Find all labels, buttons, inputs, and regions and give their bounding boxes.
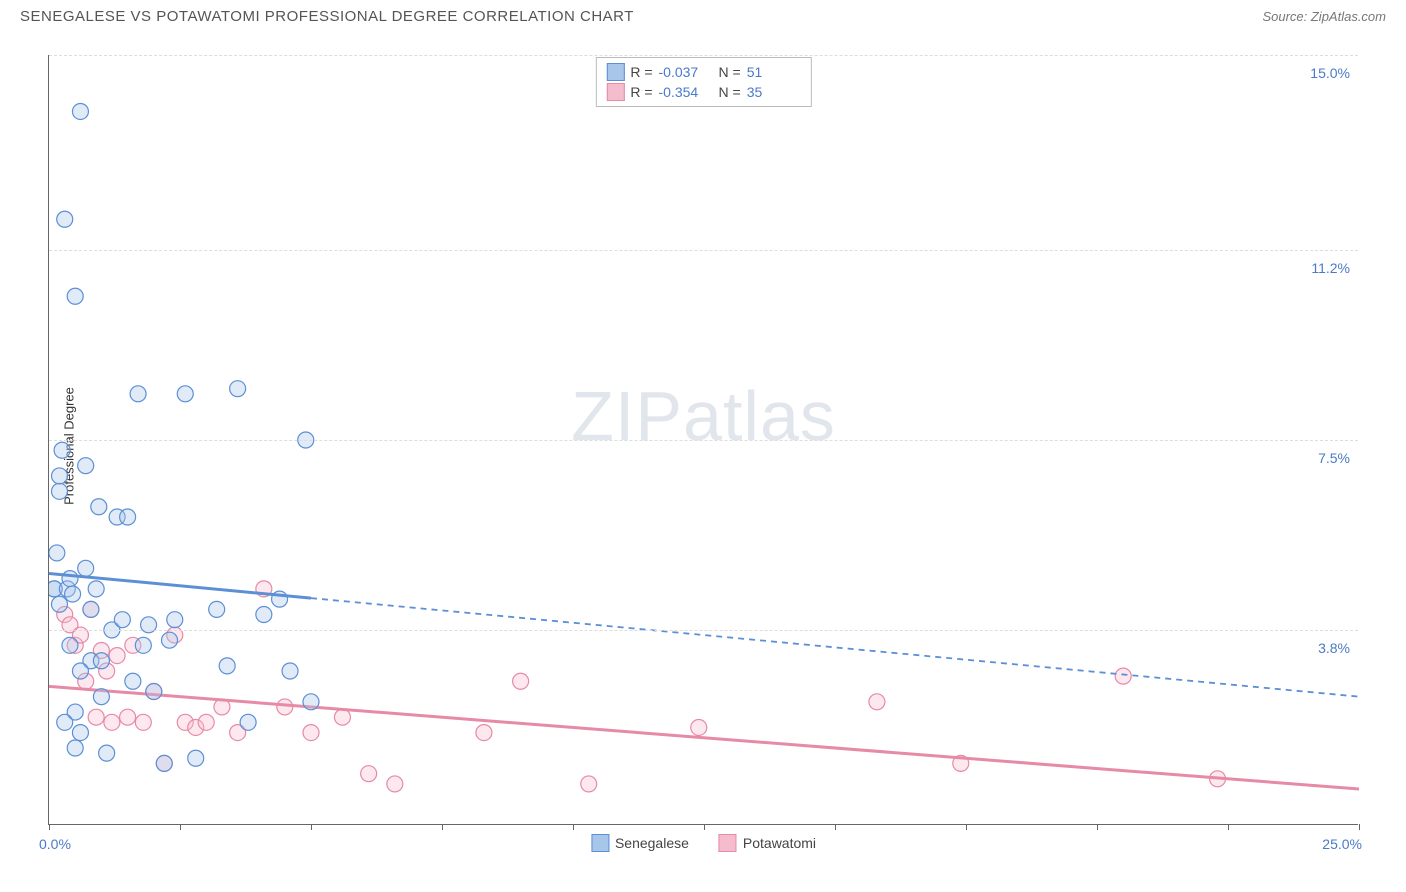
scatter-point: [209, 601, 225, 617]
scatter-point: [72, 103, 88, 119]
x-tick: [1228, 824, 1229, 830]
scatter-point: [156, 755, 172, 771]
legend-item-senegalese: Senegalese: [591, 834, 689, 852]
scatter-point: [277, 699, 293, 715]
x-tick: [49, 824, 50, 830]
swatch-senegalese: [591, 834, 609, 852]
scatter-point: [120, 509, 136, 525]
scatter-point: [51, 596, 67, 612]
legend-item-potawatomi: Potawatomi: [719, 834, 816, 852]
scatter-point: [162, 632, 178, 648]
scatter-point: [120, 709, 136, 725]
scatter-point: [177, 386, 193, 402]
scatter-point: [219, 658, 235, 674]
scatter-point: [387, 776, 403, 792]
scatter-point: [230, 381, 246, 397]
scatter-point: [104, 714, 120, 730]
scatter-point: [99, 745, 115, 761]
x-tick: [180, 824, 181, 830]
x-tick: [311, 824, 312, 830]
scatter-point: [282, 663, 298, 679]
scatter-point: [88, 581, 104, 597]
scatter-point: [62, 637, 78, 653]
chart-title: SENEGALESE VS POTAWATOMI PROFESSIONAL DE…: [20, 8, 634, 25]
scatter-point: [72, 663, 88, 679]
scatter-point: [135, 714, 151, 730]
x-tick: [966, 824, 967, 830]
scatter-point: [1115, 668, 1131, 684]
x-tick: [1359, 824, 1360, 830]
scatter-point: [303, 694, 319, 710]
scatter-point: [125, 673, 141, 689]
scatter-point: [91, 499, 107, 515]
scatter-point: [130, 386, 146, 402]
trend-line-dashed: [311, 598, 1359, 697]
source-credit: Source: ZipAtlas.com: [1262, 9, 1386, 24]
scatter-point: [78, 560, 94, 576]
scatter-point: [88, 709, 104, 725]
x-tick: [442, 824, 443, 830]
x-tick: [573, 824, 574, 830]
y-tick-label: 11.2%: [1311, 260, 1350, 276]
scatter-chart: ZIPatlas R = -0.037 N = 51 R = -0.354 N …: [48, 55, 1358, 825]
x-axis-min: 0.0%: [39, 836, 71, 852]
series-legend: Senegalese Potawatomi: [591, 834, 816, 852]
scatter-point: [51, 483, 67, 499]
scatter-point: [49, 545, 65, 561]
scatter-point: [691, 719, 707, 735]
scatter-point: [198, 714, 214, 730]
gridline: [49, 440, 1358, 441]
scatter-point: [57, 714, 73, 730]
scatter-point: [57, 211, 73, 227]
gridline: [49, 630, 1358, 631]
scatter-point: [135, 637, 151, 653]
scatter-point: [67, 288, 83, 304]
scatter-point: [78, 458, 94, 474]
y-tick-label: 7.5%: [1318, 450, 1350, 466]
x-axis-max: 25.0%: [1322, 836, 1362, 852]
scatter-point: [303, 725, 319, 741]
scatter-point: [476, 725, 492, 741]
scatter-point: [65, 586, 81, 602]
y-tick-label: 15.0%: [1310, 65, 1350, 81]
scatter-point: [62, 571, 78, 587]
swatch-potawatomi: [719, 834, 737, 852]
scatter-point: [93, 653, 109, 669]
scatter-point: [67, 740, 83, 756]
scatter-point: [54, 442, 70, 458]
scatter-point: [869, 694, 885, 710]
scatter-point: [51, 468, 67, 484]
scatter-point: [146, 684, 162, 700]
scatter-point: [240, 714, 256, 730]
gridline: [49, 250, 1358, 251]
y-tick-label: 3.8%: [1318, 640, 1350, 656]
scatter-point: [581, 776, 597, 792]
x-tick: [704, 824, 705, 830]
scatter-point: [93, 689, 109, 705]
scatter-point: [513, 673, 529, 689]
gridline: [49, 55, 1358, 56]
x-tick: [835, 824, 836, 830]
scatter-point: [114, 612, 130, 628]
scatter-point: [256, 607, 272, 623]
scatter-point: [109, 648, 125, 664]
scatter-point: [334, 709, 350, 725]
scatter-point: [72, 725, 88, 741]
scatter-point: [361, 766, 377, 782]
scatter-point: [188, 750, 204, 766]
trend-line: [49, 686, 1359, 789]
x-tick: [1097, 824, 1098, 830]
scatter-point: [167, 612, 183, 628]
scatter-point: [83, 601, 99, 617]
